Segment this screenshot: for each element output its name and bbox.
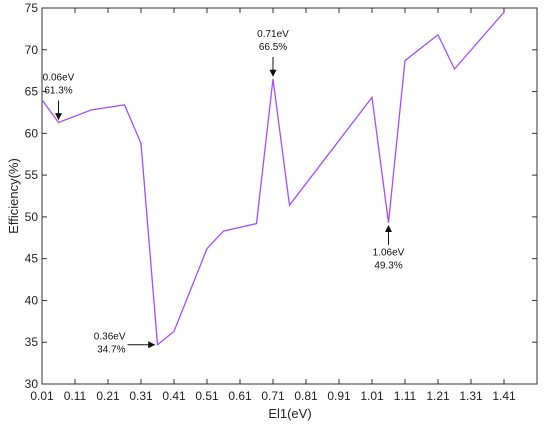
y-tick-label: 70 [25, 43, 39, 57]
y-tick-label: 60 [25, 126, 39, 140]
annotations: 0.06eV 61.3% 0.71eV 66.5% 0.36eV 34.7% 1.06eV 4… [43, 29, 405, 356]
x-tick-label: 0.61 [228, 389, 252, 403]
annotation-energy: 1.06eV [373, 248, 405, 259]
y-tick-label: 50 [25, 210, 39, 224]
annotation-efficiency: 66.5% [259, 42, 287, 53]
annotation-energy: 0.06eV [43, 72, 75, 83]
annotation-energy: 0.71eV [257, 29, 289, 40]
y-tick-label: 75 [25, 1, 39, 15]
y-tick-label: 40 [25, 293, 39, 307]
annotation: 0.06eV 61.3% [43, 72, 75, 121]
y-tick-label: 45 [25, 252, 39, 266]
annotation-efficiency: 34.7% [97, 345, 125, 356]
x-tick-label: 0.11 [64, 389, 87, 403]
annotation: 1.06eV 49.3% [373, 225, 405, 272]
x-tick-label: 1.21 [426, 389, 450, 403]
x-tick-label: 1.31 [459, 389, 483, 403]
x-tick-label: 0.41 [162, 389, 186, 403]
y-tick-label: 65 [25, 85, 39, 99]
efficiency-series-line [41, 11, 505, 346]
annotation-efficiency: 49.3% [374, 261, 402, 272]
y-axis-ticks: 30 35 40 45 50 55 60 65 70 75 [25, 1, 537, 391]
x-tick-label: 1.01 [360, 389, 384, 403]
x-tick-label: 0.71 [261, 389, 285, 403]
annotation-efficiency: 61.3% [44, 85, 72, 96]
annotation: 0.71eV 66.5% [257, 29, 289, 77]
x-tick-label: 0.91 [327, 389, 351, 403]
x-tick-label: 0.01 [30, 389, 54, 403]
y-tick-label: 35 [25, 335, 39, 349]
x-tick-label: 1.11 [394, 389, 417, 403]
y-tick-label: 30 [25, 377, 39, 391]
x-tick-label: 1.41 [492, 389, 516, 403]
x-axis-label: El1(eV) [268, 406, 311, 421]
x-tick-label: 0.81 [294, 389, 318, 403]
x-tick-label: 0.21 [96, 389, 120, 403]
x-axis-ticks: 0.01 0.11 0.21 0.31 0.41 0.51 0.61 0.71 0.81 0.91… [30, 8, 516, 403]
y-axis-label: Efficiency(%) [6, 158, 21, 234]
x-tick-label: 0.51 [195, 389, 219, 403]
x-tick-label: 0.31 [129, 389, 153, 403]
annotation-energy: 0.36eV [94, 332, 126, 343]
plot-frame [41, 7, 538, 385]
y-tick-label: 55 [25, 168, 39, 182]
annotation: 0.36eV 34.7% [94, 332, 156, 356]
